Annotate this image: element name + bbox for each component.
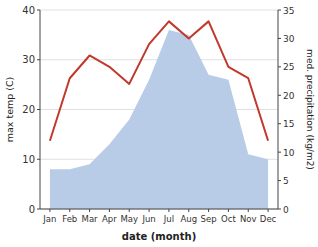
y-tick [37, 10, 40, 11]
y-tick-label: 40 [22, 5, 35, 16]
y2-tick [278, 123, 281, 124]
chart-container: 01020304005101520253035JanFebMarAprMayJu… [0, 0, 318, 247]
area [50, 30, 268, 209]
y-axis-title: max temp (C) [4, 77, 15, 143]
plot-area [50, 21, 268, 209]
y-tick [37, 209, 40, 210]
y-tick [37, 109, 40, 110]
x-tick [129, 209, 130, 212]
y2-tick [278, 95, 281, 96]
x-tick [188, 209, 189, 212]
x-tick [208, 209, 209, 212]
y2-axis-title: med. precipitation (kg/m2) [305, 49, 315, 170]
x-tick [49, 209, 50, 212]
x-tick-label: Oct [221, 214, 236, 224]
x-tick [69, 209, 70, 212]
x-tick-label: Dec [260, 214, 277, 224]
x-tick-label: Nov [240, 214, 257, 224]
y2-tick [278, 152, 281, 153]
y2-tick-label: 5 [283, 176, 289, 186]
y2-tick-label: 10 [283, 148, 295, 158]
y2-tick-label: 35 [283, 6, 294, 16]
x-tick-label: Apr [102, 214, 117, 224]
x-tick [228, 209, 229, 212]
x-axis-line [40, 209, 278, 210]
x-tick [168, 209, 169, 212]
y-tick [37, 59, 40, 60]
y-tick [37, 159, 40, 160]
x-tick-label: Feb [62, 214, 77, 224]
y2-axis-line [278, 10, 279, 209]
x-tick-label: May [120, 214, 138, 224]
y2-tick [278, 180, 281, 181]
y-tick-label: 0 [29, 204, 35, 215]
y-tick-label: 30 [22, 54, 35, 65]
x-axis-title: date (month) [122, 231, 196, 242]
x-tick-label: Mar [82, 214, 99, 224]
x-tick-label: Jun [141, 214, 155, 224]
y2-tick-label: 0 [283, 205, 289, 215]
line [50, 21, 268, 140]
x-tick [268, 209, 269, 212]
y2-tick [278, 38, 281, 39]
x-tick [248, 209, 249, 212]
y-tick-label: 20 [22, 104, 35, 115]
y2-tick [278, 10, 281, 11]
x-tick-label: Sep [201, 214, 217, 224]
x-tick [149, 209, 150, 212]
x-tick [89, 209, 90, 212]
y2-tick [278, 209, 281, 210]
grid [40, 10, 278, 209]
y2-tick-label: 15 [283, 119, 294, 129]
x-tick-label: Jan [42, 214, 56, 224]
grid-line [40, 10, 278, 11]
y2-tick-label: 25 [283, 62, 294, 72]
x-tick-label: Jul [163, 214, 174, 224]
grid-line [40, 209, 278, 210]
y2-tick-label: 30 [283, 34, 295, 44]
y2-tick-label: 20 [283, 91, 295, 101]
y2-tick [278, 66, 281, 67]
x-tick [109, 209, 110, 212]
axes: 01020304005101520253035JanFebMarAprMayJu… [22, 5, 294, 225]
y-tick-label: 10 [22, 154, 35, 165]
x-tick-label: Aug [180, 214, 197, 224]
chart: 01020304005101520253035JanFebMarAprMayJu… [0, 0, 318, 247]
